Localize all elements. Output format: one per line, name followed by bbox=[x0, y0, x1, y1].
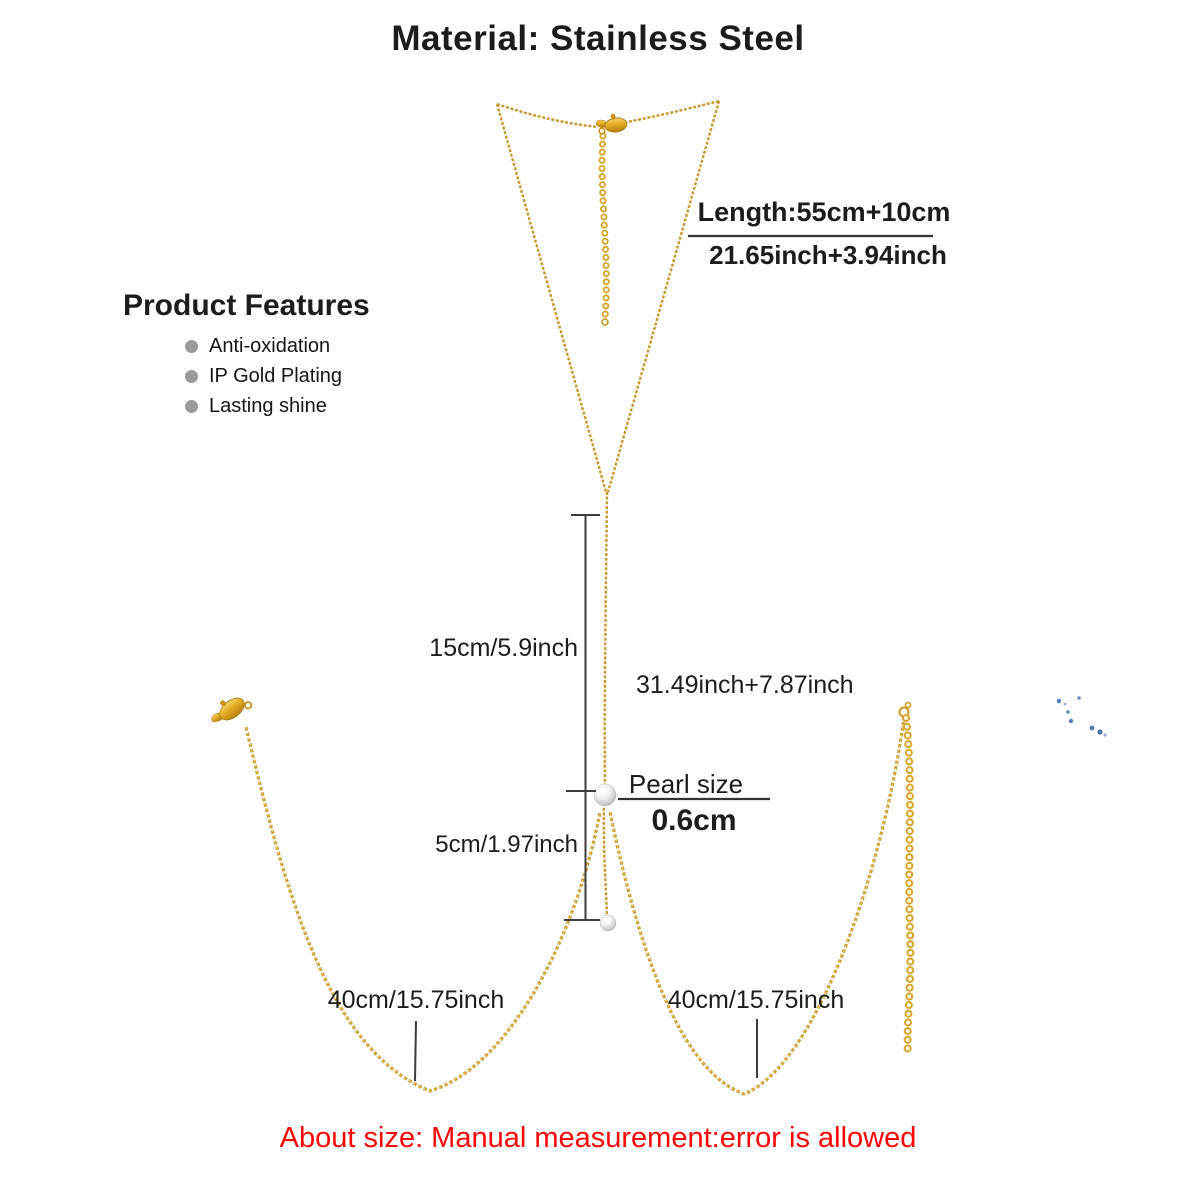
feature-item: IP Gold Plating bbox=[185, 364, 343, 387]
measurement-lines bbox=[414, 234, 933, 1082]
feature-item: Anti-oxidation bbox=[185, 334, 342, 357]
total-drop-label: 31.49inch+7.87inch bbox=[636, 671, 854, 699]
upper-drop-label: 15cm/5.9inch bbox=[429, 634, 578, 662]
necklace-chain bbox=[495, 99, 721, 791]
features-heading: Product Features bbox=[123, 289, 370, 322]
extension-chain-top bbox=[598, 132, 610, 326]
length-label-cm: Length:55cm+10cm bbox=[697, 197, 951, 227]
lobster-clasp-top bbox=[595, 113, 628, 135]
pearl-size-value: 0.6cm bbox=[651, 804, 737, 837]
feature-item-label: Anti-oxidation bbox=[209, 334, 331, 357]
bullet-icon bbox=[185, 399, 198, 413]
pearl-size-title: Pearl size bbox=[628, 769, 744, 799]
extension-chain-right bbox=[898, 701, 915, 1060]
length-label-inch: 21.65inch+3.94inch bbox=[709, 240, 947, 270]
pearl-small bbox=[599, 914, 617, 932]
feature-item-label: IP Gold Plating bbox=[209, 364, 343, 387]
feature-item: Lasting shine bbox=[185, 394, 342, 417]
center-drop-chain bbox=[602, 802, 609, 918]
product-title: Material: Stainless Steel bbox=[391, 19, 805, 58]
lower-drop-label: 5cm/1.97inch bbox=[435, 831, 578, 858]
ink-marks bbox=[1056, 696, 1107, 737]
lobster-clasp-left bbox=[211, 697, 253, 722]
chest-right-label: 40cm/15.75inch bbox=[667, 986, 845, 1014]
chest-chain-left bbox=[244, 726, 602, 1093]
pearl-large bbox=[593, 783, 617, 807]
features-list: Anti-oxidation IP Gold Plating Lasting s… bbox=[185, 334, 343, 426]
bullet-icon bbox=[185, 339, 198, 353]
size-disclaimer: About size: Manual measurement:error is … bbox=[279, 1122, 917, 1154]
chest-left-label: 40cm/15.75inch bbox=[327, 986, 505, 1014]
chest-chain-right bbox=[608, 717, 906, 1096]
bullet-icon bbox=[185, 369, 198, 383]
extension-end-ring bbox=[601, 318, 609, 326]
feature-item-label: Lasting shine bbox=[209, 394, 327, 417]
chest-left-pointer bbox=[414, 1020, 417, 1082]
